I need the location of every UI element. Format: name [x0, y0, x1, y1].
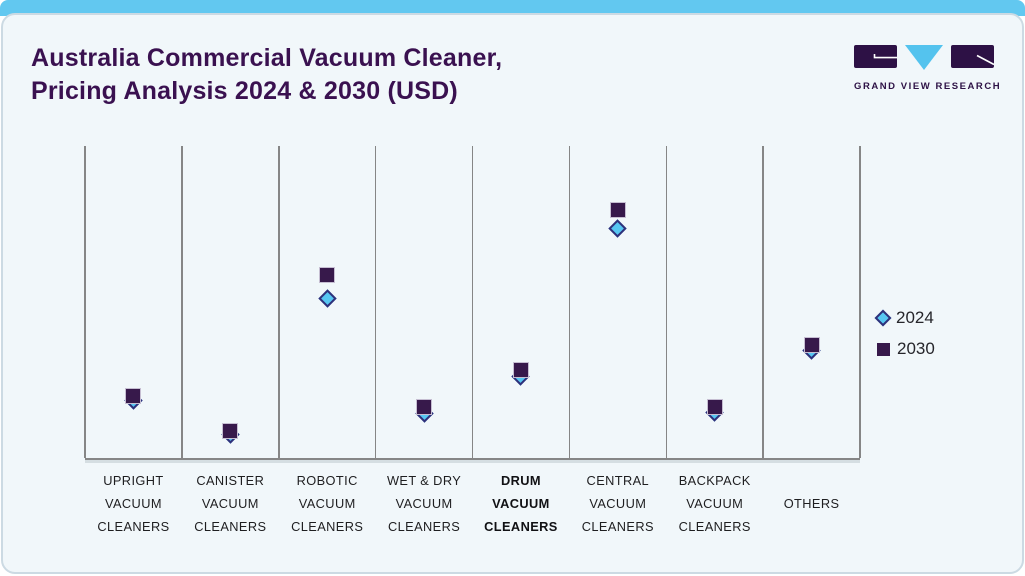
gvr-logo-mark — [854, 45, 995, 70]
x-axis-label-line: CLEANERS — [387, 518, 461, 534]
x-axis-label-line: CLEANERS — [194, 518, 267, 534]
x-axis-label-line: OTHERS — [783, 495, 840, 511]
x-axis-label-line: VACUUM — [492, 495, 550, 511]
gridline — [278, 146, 280, 458]
marker-2030-backpack — [706, 399, 723, 416]
top-accent-bar — [0, 0, 1025, 16]
x-axis-label: BACKPACK VACUUM CLEANERS — [666, 467, 763, 539]
x-axis-label-line: CLEANERS — [97, 518, 170, 534]
title-line-2: Pricing Analysis 2024 & 2030 (USD) — [31, 77, 458, 105]
x-axis-label: WET & DRY VACUUM CLEANERS — [376, 467, 473, 539]
x-axis-label-line: VACUUM — [298, 495, 356, 511]
x-axis-label-line: CLEANERS — [678, 518, 751, 534]
x-axis-label-line: VACUUM — [104, 495, 162, 511]
x-axis-label: UPRIGHT VACUUM CLEANERS — [85, 467, 182, 539]
marker-2030-robotic — [319, 267, 336, 284]
gridline — [374, 146, 377, 458]
legend-label-2030: 2030 — [897, 339, 935, 358]
gridline — [762, 146, 764, 458]
marker-2024-robotic — [317, 289, 337, 309]
x-axis-label: CENTRAL VACUUM CLEANERS — [569, 467, 666, 539]
marker-2030-central — [609, 201, 626, 218]
x-axis-label-line: UPRIGHT — [103, 472, 164, 488]
x-axis-label-line: VACUUM — [589, 495, 647, 511]
page-title: Australia Commercial Vacuum Cleaner, Pri… — [31, 42, 502, 108]
x-axis-label-line: VACUUM — [395, 495, 453, 511]
x-axis-label-line: BACKPACK — [678, 472, 751, 488]
x-axis-label-line: CLEANERS — [581, 518, 654, 534]
x-axis-label-line: VACUUM — [201, 495, 259, 511]
x-axis-label: CANISTER VACUUM CLEANERS — [182, 467, 279, 539]
x-axis-label-line: VACUUM — [686, 495, 744, 511]
legend-label-2024: 2024 — [896, 308, 934, 327]
marker-2030-wet-dry — [416, 398, 433, 415]
square-marker-icon — [877, 342, 890, 356]
marker-2030-drum — [512, 362, 529, 379]
x-axis-label: DRUM VACUUM CLEANERS — [473, 467, 570, 539]
gridline — [568, 146, 571, 458]
x-axis-label-line: CENTRAL — [586, 472, 650, 488]
gvr-logo-text: GRAND VIEW RESEARCH — [854, 81, 1002, 92]
x-axis-label-line: CLEANERS — [484, 518, 558, 534]
x-axis-labels: UPRIGHT VACUUM CLEANERS CANISTER VACUUM CLEAN… — [85, 467, 860, 539]
gridline — [84, 146, 86, 458]
x-axis-label-line: WET & DRY — [386, 472, 462, 488]
x-axis-label-line: ROBOTIC — [296, 472, 358, 488]
marker-2030-canister — [222, 423, 239, 440]
x-axis-label-line: CANISTER — [196, 472, 265, 488]
marker-2024-central — [608, 218, 628, 238]
plot-area — [84, 146, 861, 460]
legend-item-2024: 2024 — [874, 308, 935, 328]
legend-item-2030: 2030 — [877, 339, 935, 359]
diamond-marker-icon — [874, 309, 892, 327]
x-axis-label: ROBOTIC VACUUM CLEANERS — [279, 467, 376, 539]
gridline — [181, 146, 183, 458]
card-body: Australia Commercial Vacuum Cleaner, Pri… — [1, 13, 1024, 574]
marker-2030-others — [803, 337, 820, 354]
gvr-logo: GRAND VIEW RESEARCH — [854, 44, 1002, 92]
gridline — [665, 146, 667, 458]
gridline — [471, 146, 474, 458]
x-axis-label-line: DRUM — [500, 472, 541, 488]
x-axis-label-line: CLEANERS — [291, 518, 364, 534]
gridline — [859, 146, 861, 458]
x-axis-label: OTHERS — [763, 467, 860, 539]
title-line-1: Australia Commercial Vacuum Cleaner, — [31, 44, 503, 72]
marker-2030-upright — [125, 387, 142, 404]
legend: 2024 2030 — [874, 308, 935, 359]
